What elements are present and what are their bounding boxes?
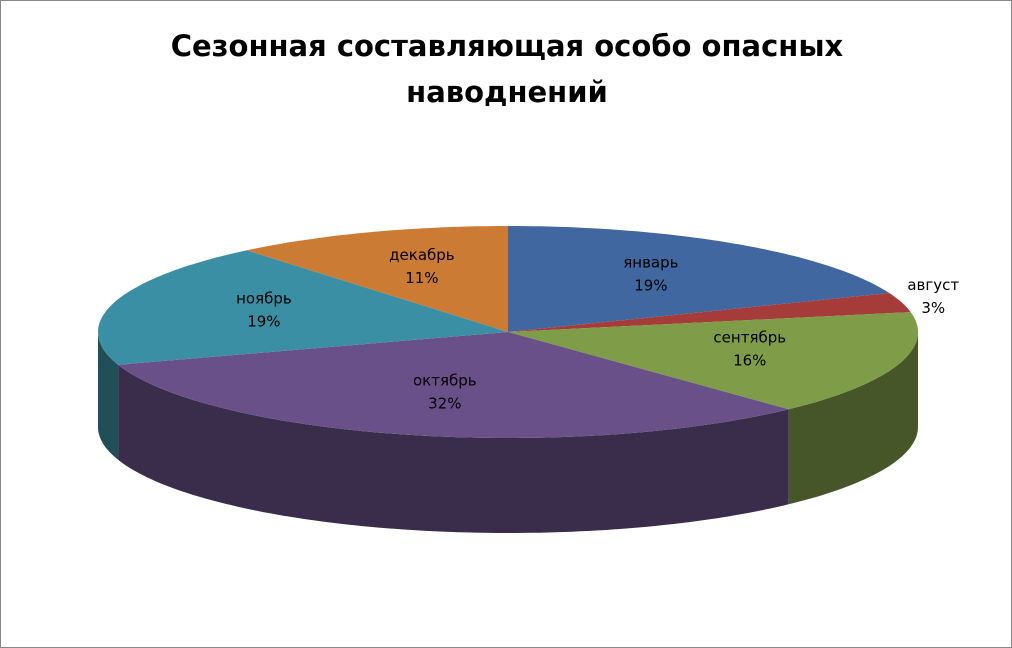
pie-slice [508, 226, 890, 332]
category-label: январь [623, 254, 678, 272]
chart-title: Сезонная составляющая особо опасных наво… [170, 29, 844, 109]
category-label: октябрь [413, 372, 477, 390]
pie-slice-side [118, 364, 789, 533]
data-label: 32% [428, 395, 461, 413]
pie-slice-side [98, 332, 119, 460]
pie-slice [246, 226, 508, 332]
data-label: 3% [921, 299, 945, 317]
data-label: 16% [733, 351, 766, 369]
data-label: 11% [405, 269, 438, 287]
data-label: 19% [634, 277, 667, 295]
pie-slice [508, 293, 911, 332]
data-label: 19% [247, 313, 280, 331]
category-label: декабрь [389, 246, 454, 264]
pie-slice-side [788, 332, 918, 505]
pie-slice [98, 250, 508, 365]
category-label: август [907, 276, 959, 294]
pie-slice [508, 312, 918, 410]
category-label: сентябрь [713, 328, 786, 346]
category-label: ноябрь [236, 290, 292, 308]
pie-slice [118, 332, 789, 438]
